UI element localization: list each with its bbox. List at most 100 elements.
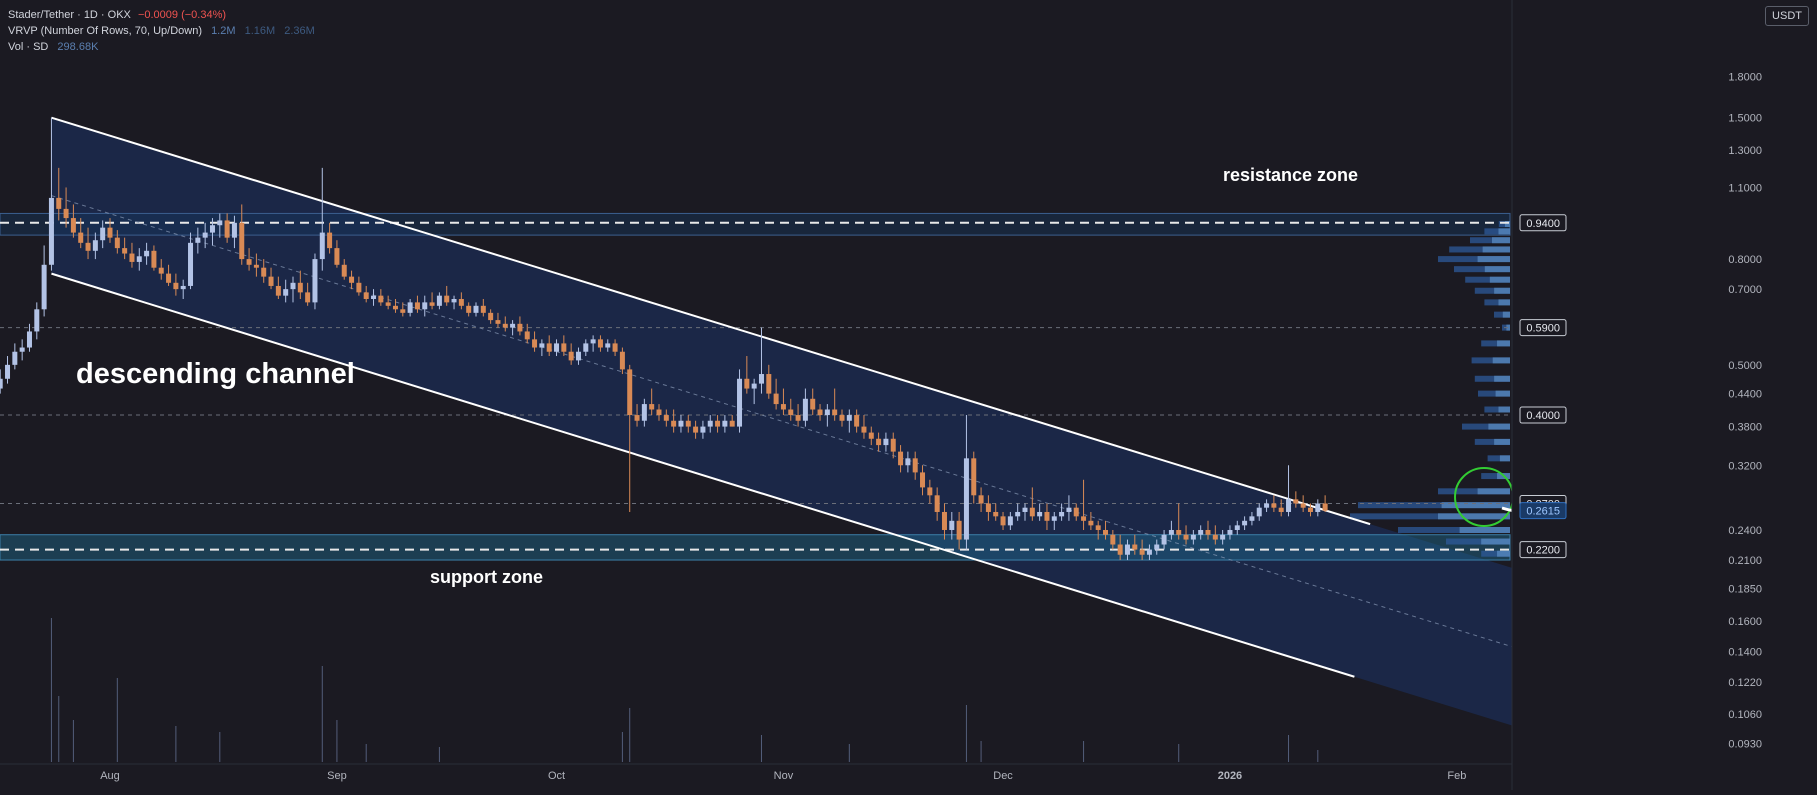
support-zone-band xyxy=(0,534,1511,561)
volume-profile-bar-up xyxy=(1494,438,1510,445)
candle-body xyxy=(963,458,969,540)
vrvp-legend: VRVP (Number Of Rows, 70, Up/Down) 1.2M … xyxy=(8,24,315,38)
candle-body xyxy=(751,383,757,389)
vrvp-name: VRVP (Number Of Rows, 70, Up/Down) xyxy=(8,25,202,37)
candle-body xyxy=(363,292,369,299)
candle-body xyxy=(144,250,150,257)
candle-body xyxy=(1059,511,1065,517)
candle-body xyxy=(693,426,699,433)
candle-body xyxy=(715,420,721,427)
price-tick-label: 0.0930 xyxy=(1728,738,1762,750)
candle-body xyxy=(275,285,281,296)
volume-profile-bar xyxy=(1398,526,1510,533)
candle-body xyxy=(129,253,135,262)
candle-body xyxy=(1051,516,1057,521)
candle-body xyxy=(1190,534,1196,540)
candle-body xyxy=(334,248,340,265)
candle-body xyxy=(619,351,625,370)
price-tick-label: 0.4400 xyxy=(1728,389,1762,401)
candle-body xyxy=(495,320,501,324)
volume-profile-bar xyxy=(1481,340,1510,347)
candle-body xyxy=(48,197,54,265)
candle-body xyxy=(810,398,816,410)
price-label-tag: 0.9400 xyxy=(1519,214,1567,232)
price-tick-label: 1.1000 xyxy=(1728,182,1762,194)
price-tick-label: 1.3000 xyxy=(1728,145,1762,157)
volume-profile-bar-up xyxy=(1477,488,1510,495)
volume-profile-bar xyxy=(1484,228,1510,235)
candle-body xyxy=(839,415,845,421)
candle-body xyxy=(510,323,516,328)
volume-profile-bar-up xyxy=(1506,324,1510,331)
candle-body xyxy=(305,292,311,303)
candle-body xyxy=(612,343,618,352)
candle-body xyxy=(795,415,801,421)
candle-body xyxy=(722,420,728,427)
volume-profile-bar-up xyxy=(1495,390,1510,397)
candle-body xyxy=(802,398,808,421)
candle-body xyxy=(773,393,779,405)
price-change: −0.0009 (−0.34%) xyxy=(137,9,227,21)
candle-body xyxy=(422,302,428,310)
candle-body xyxy=(392,305,398,310)
volume-profile-bar xyxy=(1449,246,1510,253)
candle-body xyxy=(590,339,596,344)
volume-profile-bar xyxy=(1462,423,1510,430)
candle-body xyxy=(575,351,581,361)
candle-body xyxy=(1205,529,1211,535)
channel-midline xyxy=(51,195,1549,659)
price-tick-label: 0.5000 xyxy=(1728,360,1762,372)
volume-profile-bar xyxy=(1481,473,1510,480)
resistance-zone-label: resistance zone xyxy=(1223,165,1358,185)
volume-profile-bar-up xyxy=(1441,502,1510,509)
candle-body xyxy=(1161,534,1167,545)
candle-body xyxy=(166,273,172,283)
candle-body xyxy=(868,432,874,439)
volume-profile-bar xyxy=(1484,299,1510,306)
candle-body xyxy=(444,295,450,303)
price-label-tag: 0.2615 xyxy=(1519,502,1567,520)
time-tick-label: Oct xyxy=(548,770,565,782)
time-tick-label: Dec xyxy=(993,770,1013,782)
candle-body xyxy=(656,409,662,416)
candle-body xyxy=(56,197,62,209)
vrvp-value-total: 2.36M xyxy=(284,25,315,37)
candle-body xyxy=(173,282,179,290)
candle-body xyxy=(707,420,713,427)
candle-body xyxy=(246,259,252,265)
candle-body xyxy=(1183,534,1189,540)
volume-profile-bar xyxy=(1350,513,1510,520)
candle-body xyxy=(356,282,362,293)
candle-body xyxy=(488,312,494,321)
candle-body xyxy=(480,305,486,313)
candle-body xyxy=(1249,516,1255,521)
time-tick-label: Sep xyxy=(327,770,347,782)
candle-body xyxy=(678,420,684,427)
volume-profile-bar xyxy=(1438,256,1510,263)
candle-body xyxy=(605,343,611,348)
volume-profile-bar-up xyxy=(1489,276,1510,283)
candle-body xyxy=(641,404,647,421)
candle-body xyxy=(122,248,128,254)
candle-body xyxy=(861,426,867,433)
volume-profile-bar xyxy=(1474,375,1510,382)
candle-body xyxy=(1264,503,1270,508)
candle-body xyxy=(817,409,823,416)
candle-body xyxy=(436,295,442,306)
candle-body xyxy=(985,503,991,512)
volume-profile-bar xyxy=(1474,438,1510,445)
candle-body xyxy=(1015,511,1021,517)
volume-profile-bar xyxy=(1494,311,1510,318)
price-label-box xyxy=(1519,319,1567,337)
price-tick-label: 0.1060 xyxy=(1728,709,1762,721)
candle-body xyxy=(978,495,984,504)
candle-body xyxy=(634,415,640,421)
candle-body xyxy=(905,458,911,466)
candle-body xyxy=(649,404,655,410)
currency-selector[interactable]: USDT xyxy=(1765,6,1809,26)
candle-body xyxy=(1315,503,1321,512)
candle-body xyxy=(239,222,245,260)
candle-body xyxy=(1146,549,1152,555)
